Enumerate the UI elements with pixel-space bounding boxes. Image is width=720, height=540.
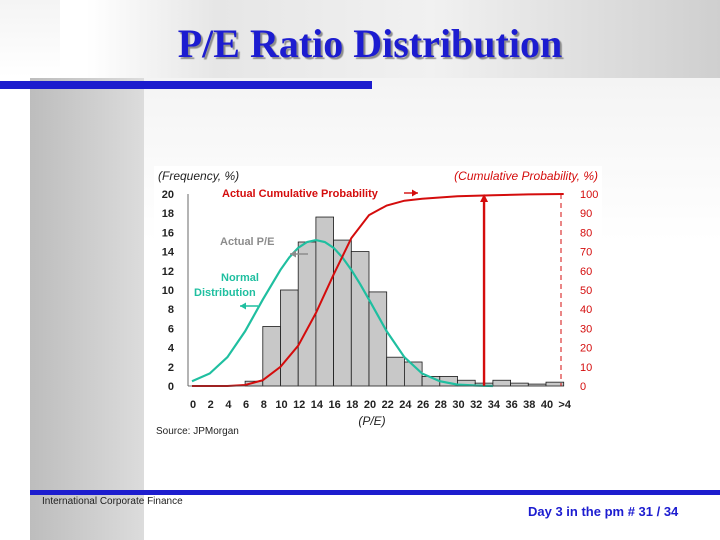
x-tick-label: 6 xyxy=(243,399,249,411)
lines-layer xyxy=(191,193,564,388)
marker-arrowhead xyxy=(480,194,489,202)
y-right-tick-label: 50 xyxy=(580,285,592,297)
y-left-tick-label: 16 xyxy=(162,227,174,239)
source-note: Source: JPMorgan xyxy=(156,426,239,436)
footer-course-name: International Corporate Finance xyxy=(42,496,183,507)
footer-page-number: Day 3 in the pm # 31 / 34 xyxy=(528,504,679,519)
y-right-tick-label: 40 xyxy=(580,304,592,316)
y-left-tick-label: 8 xyxy=(168,304,174,316)
right-axis-label: (Cumulative Probability, %) xyxy=(454,169,598,183)
x-tick-label: 22 xyxy=(382,399,394,411)
x-tick-label: 28 xyxy=(435,399,447,411)
x-tick-label: 40 xyxy=(541,399,553,411)
x-tick-label: 10 xyxy=(275,399,287,411)
y-left-tick-label: 12 xyxy=(162,266,174,278)
histogram-bar xyxy=(492,379,511,387)
y-left-tick-label: 20 xyxy=(162,189,174,201)
actual-pe-arrow-head xyxy=(290,250,296,258)
x-tick-label: 14 xyxy=(311,399,324,411)
ticks-layer: 0246810121416182001020304050607080901000… xyxy=(162,189,599,411)
annotation-actual-pe: Actual P/E xyxy=(220,236,274,248)
annotation-cumulative: Actual Cumulative Probability xyxy=(222,188,379,200)
normal-distribution-line xyxy=(191,238,493,388)
y-right-tick-label: 70 xyxy=(580,247,592,259)
chart-panel: 0 2 4 6 8 10 12 14 16 18 20 0 10 20 30 40 50 60 70 80 90 100 0… xyxy=(154,166,602,436)
y-left-tick-label: 6 xyxy=(168,323,174,335)
x-tick-label: 24 xyxy=(399,399,412,411)
x-tick-label: 34 xyxy=(488,399,501,411)
histogram-bar xyxy=(350,251,370,387)
x-tick-label: 4 xyxy=(225,399,232,411)
y-left-tick-label: 0 xyxy=(168,381,174,393)
slide-title: P/E Ratio Distribution xyxy=(177,21,563,66)
x-tick-label: 30 xyxy=(452,399,464,411)
x-tick-label: 32 xyxy=(470,399,482,411)
annotation-distribution: Distribution xyxy=(194,287,256,299)
y-right-tick-label: 60 xyxy=(580,266,592,278)
axes-layer xyxy=(187,194,562,387)
y-right-tick-label: 20 xyxy=(580,343,592,355)
footer-rule xyxy=(30,490,720,495)
pe-distribution-chart: 0246810121416182001020304050607080901000… xyxy=(156,169,599,436)
bars-layer xyxy=(244,216,565,387)
y-right-tick-label: 90 xyxy=(580,208,592,220)
y-left-tick-label: 10 xyxy=(162,285,174,297)
y-left-tick-label: 4 xyxy=(168,343,175,355)
cumulative-label-arrow-head xyxy=(412,189,418,197)
histogram-bar xyxy=(297,241,317,387)
y-right-tick-label: 30 xyxy=(580,323,592,335)
annotation-arrows xyxy=(240,189,418,310)
x-tick-label: >4 xyxy=(558,399,571,411)
x-tick-label: 26 xyxy=(417,399,429,411)
annotation-normal: Normal xyxy=(221,272,259,284)
cumulative-probability-line xyxy=(192,193,564,387)
y-right-tick-label: 80 xyxy=(580,227,592,239)
histogram-bar xyxy=(333,239,352,387)
y-left-tick-label: 14 xyxy=(162,247,175,259)
x-axis-label: (P/E) xyxy=(358,414,385,428)
y-left-tick-label: 18 xyxy=(162,208,174,220)
x-tick-label: 18 xyxy=(346,399,358,411)
normal-label-arrow-head xyxy=(240,302,246,310)
y-right-tick-label: 0 xyxy=(580,381,586,393)
x-tick-label: 8 xyxy=(261,399,267,411)
header-left-panel xyxy=(0,0,60,78)
x-tick-label: 38 xyxy=(523,399,535,411)
histogram-bar xyxy=(386,356,405,387)
x-tick-label: 16 xyxy=(328,399,340,411)
header-background xyxy=(0,0,720,78)
x-tick-label: 20 xyxy=(364,399,376,411)
x-tick-label: 2 xyxy=(208,399,214,411)
x-tick-label: 12 xyxy=(293,399,305,411)
y-left-tick-label: 2 xyxy=(168,362,174,374)
left-decorative-strip xyxy=(30,78,144,540)
y-right-tick-label: 10 xyxy=(580,362,592,374)
x-tick-label: 36 xyxy=(505,399,517,411)
histogram-bar xyxy=(280,289,299,387)
x-tick-label: 0 xyxy=(190,399,196,411)
left-axis-label: (Frequency, %) xyxy=(158,169,239,183)
histogram-bar xyxy=(510,382,529,387)
y-right-tick-label: 100 xyxy=(580,189,598,201)
title-underline xyxy=(0,81,372,89)
